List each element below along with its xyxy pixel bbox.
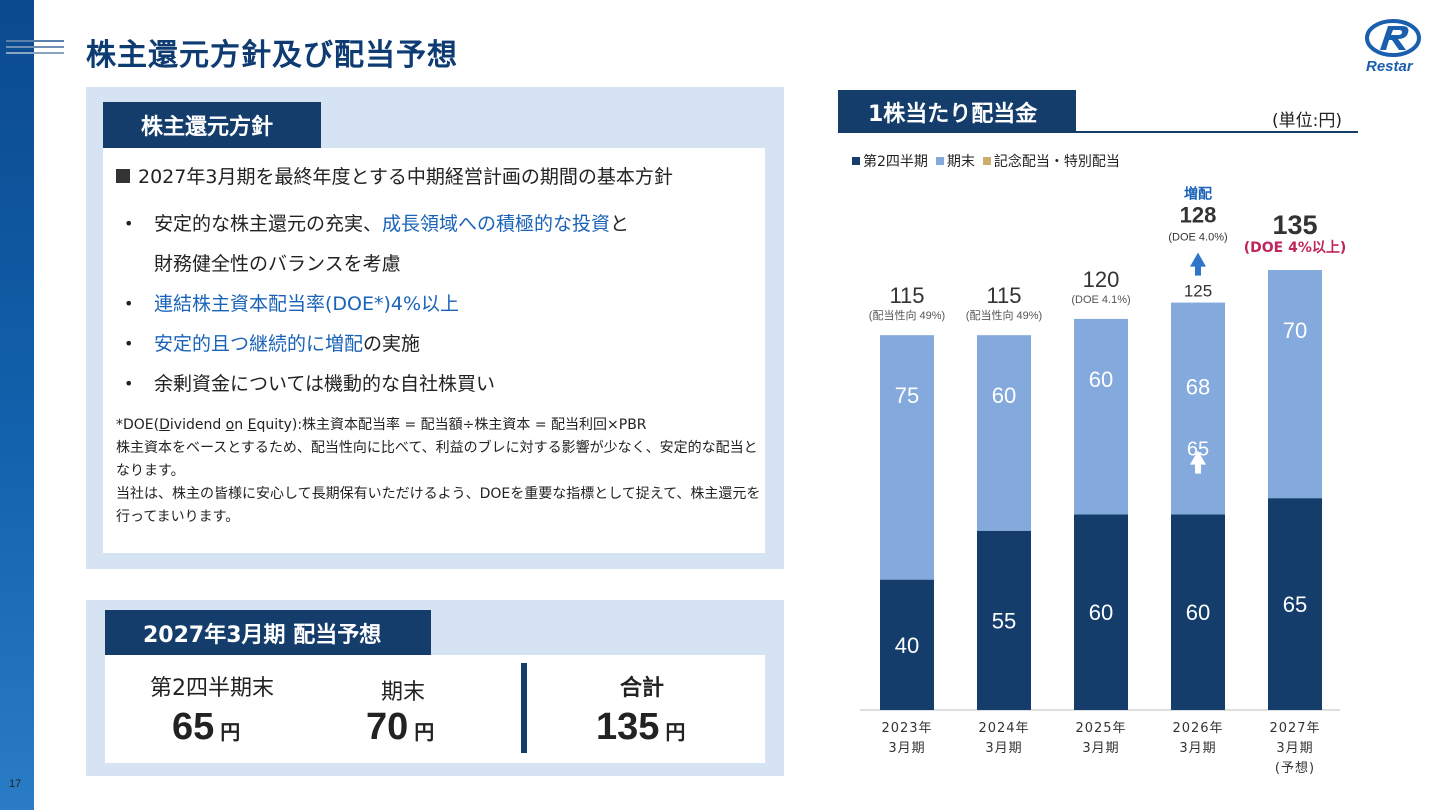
total-label: 120 bbox=[1083, 267, 1120, 292]
logo-text: Restar bbox=[1366, 58, 1413, 75]
legend-label: 第2四半期 bbox=[863, 154, 928, 170]
bar-segment bbox=[1268, 270, 1322, 499]
total-note: (配当性向 49%) bbox=[966, 308, 1042, 322]
policy-bullet: • 安定的且つ継続的に増配の実施 bbox=[124, 333, 421, 355]
legend-label: 期末 bbox=[946, 154, 975, 170]
forecast-tab: 2027年3月期 配当予想 bbox=[105, 610, 431, 655]
inner-up-arrow-icon bbox=[1190, 450, 1206, 465]
side-accent-bar bbox=[0, 0, 34, 810]
forecast-panel-body bbox=[105, 655, 765, 763]
inner-up-arrow-shaft bbox=[1195, 463, 1201, 474]
data-label: 40 bbox=[895, 633, 919, 658]
bar-segment bbox=[1171, 302, 1225, 515]
bar-segment bbox=[1268, 498, 1322, 710]
data-label: 65 bbox=[1187, 439, 1209, 461]
revision-label: 増配 bbox=[1184, 186, 1212, 203]
policy-tab: 株主還元方針 bbox=[103, 102, 321, 148]
q2-value: 65 円 bbox=[172, 706, 241, 748]
doe-explanation: 株主資本をベースとするため、配当性向に比べて、利益のブレに対する影響が少なく、安… bbox=[116, 440, 758, 479]
category-tick-label: 2027年 bbox=[1269, 721, 1320, 736]
unit-note: (単位:円) bbox=[1272, 111, 1342, 131]
bar-segment bbox=[977, 530, 1031, 710]
legend-item: 第2四半期 bbox=[852, 151, 928, 171]
total-label: 135 bbox=[1272, 210, 1317, 240]
square-bullet-icon bbox=[116, 169, 130, 183]
category-tick-label: 2026年 bbox=[1172, 721, 1223, 736]
policy-heading: 2027年3月期を最終年度とする中期経営計画の期間の基本方針 bbox=[116, 162, 673, 189]
policy-bullets: • 安定的な株主還元の充実、成長領域への積極的な投資と 財務健全性のバランスを考慮… bbox=[118, 204, 758, 404]
restar-logo-icon bbox=[1365, 19, 1421, 57]
chart-legend: 第2四半期 期末 記念配当・特別配当 bbox=[852, 151, 1120, 171]
category-tick-label: 2023年 bbox=[881, 721, 932, 736]
category-tick-label: 3月期 bbox=[1276, 741, 1313, 756]
up-arrow-icon bbox=[1190, 252, 1206, 267]
data-label: 60 bbox=[1089, 367, 1113, 392]
total-label: 合計 bbox=[620, 676, 665, 701]
total-note: (配当性向 49%) bbox=[869, 308, 945, 322]
data-label: 70 bbox=[1283, 318, 1307, 343]
legend-label: 記念配当・特別配当 bbox=[993, 154, 1120, 170]
total-value: 135 円 bbox=[596, 706, 686, 748]
category-tick-label: 3月期 bbox=[985, 741, 1022, 756]
data-label: 55 bbox=[992, 608, 1016, 633]
category-tick-label: 3月期 bbox=[888, 741, 925, 756]
total-note: (DOE 4.1%) bbox=[1071, 294, 1130, 306]
category-tick-label: 3月期 bbox=[1082, 741, 1119, 756]
doe-policy-statement: 当社は、株主の皆様に安心して長期保有いただけるよう、DOEを重要な指標として捉え… bbox=[116, 486, 761, 525]
bar-segment bbox=[1074, 514, 1128, 710]
bar-segment bbox=[880, 579, 934, 710]
legend-item: 期末 bbox=[935, 151, 975, 171]
title-decoration bbox=[6, 40, 64, 60]
bar-segment bbox=[880, 335, 934, 580]
bar-segment bbox=[1171, 514, 1225, 710]
page-number: 17 bbox=[9, 778, 22, 790]
year-end-label: 期末 bbox=[381, 680, 426, 705]
policy-bullet: • 安定的な株主還元の充実、成長領域への積極的な投資と bbox=[124, 213, 630, 235]
total-label: 125 bbox=[1184, 282, 1212, 301]
page-title: 株主還元方針及び配当予想 bbox=[86, 38, 458, 73]
legend-swatch bbox=[935, 157, 944, 165]
total-note: (DOE 4%以上) bbox=[1244, 240, 1347, 256]
category-tick-label: 2024年 bbox=[978, 721, 1029, 736]
data-label: 75 bbox=[895, 383, 919, 408]
data-label: 60 bbox=[992, 383, 1016, 408]
bar-segment bbox=[977, 335, 1031, 531]
total-label: 115 bbox=[986, 283, 1021, 308]
data-label: 60 bbox=[1089, 600, 1113, 625]
revised-total-label: 128 bbox=[1180, 203, 1217, 228]
bar-segment bbox=[1074, 318, 1128, 515]
total-note: (DOE 4.0%) bbox=[1168, 232, 1227, 244]
legend-swatch bbox=[852, 157, 860, 165]
category-tick-label: 3月期 bbox=[1179, 741, 1216, 756]
forecast-divider bbox=[521, 663, 527, 753]
dividend-chart-tab: 1株当たり配当金 bbox=[838, 90, 1076, 133]
data-label: 60 bbox=[1186, 600, 1210, 625]
legend-swatch bbox=[982, 157, 991, 165]
policy-bullet: • 余剰資金については機動的な自社株買い bbox=[124, 373, 496, 395]
q2-label: 第2四半期末 bbox=[150, 676, 274, 701]
up-arrow-shaft bbox=[1195, 265, 1201, 276]
total-label: 115 bbox=[889, 283, 924, 308]
legend-item: 記念配当・特別配当 bbox=[982, 151, 1120, 171]
category-tick-label: 2025年 bbox=[1075, 721, 1126, 736]
policy-bullet-continuation: 財務健全性のバランスを考慮 bbox=[154, 253, 401, 275]
chart-header-rule bbox=[838, 131, 1358, 133]
year-end-value: 70 円 bbox=[366, 706, 435, 748]
doe-notes: *DOE(Dividend on Equity):株主資本配当率 = 配当額÷株… bbox=[116, 414, 761, 529]
data-label: 65 bbox=[1283, 592, 1307, 617]
policy-bullet: • 連結株主資本配当率(DOE*)4%以上 bbox=[124, 293, 460, 315]
doe-definition: *DOE(Dividend on Equity):株主資本配当率 = 配当額÷株… bbox=[116, 417, 647, 433]
category-tick-label: (予想) bbox=[1275, 760, 1315, 776]
policy-panel-body bbox=[103, 148, 765, 553]
data-label-revised: 68 bbox=[1186, 375, 1210, 400]
